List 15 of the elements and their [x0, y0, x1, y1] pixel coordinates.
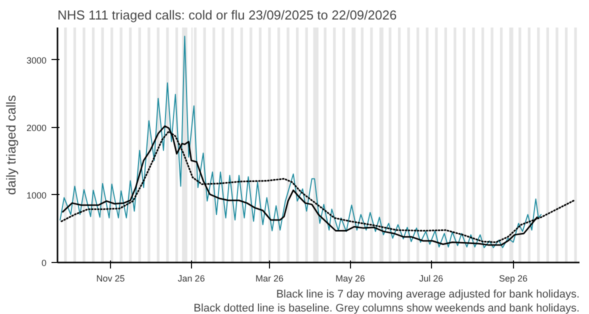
chart-title: NHS 111 triaged calls: cold or flu 23/09/2025 to 22/09/2026 — [58, 8, 397, 22]
line-series — [60, 36, 542, 248]
y-tick-label: 1000 — [26, 190, 47, 200]
x-tick-label: Sep 26 — [498, 274, 528, 284]
y-tick-label: 2000 — [26, 122, 47, 133]
y-tick-label: 0 — [41, 258, 47, 268]
text: Black dotted line is baseline. Grey columns show weekends and bank holidays. — [194, 302, 580, 314]
y-axis-title: daily triaged calls — [3, 94, 18, 195]
x-tick-label: Jan 26 — [178, 274, 205, 284]
x-tick-label: Mar 26 — [255, 274, 284, 284]
text: Black line is 7 day moving average adjusted for bank holidays. — [276, 288, 580, 300]
y-tick-label: 3000 — [26, 55, 47, 66]
x-tick-label: Jul 26 — [419, 274, 444, 284]
x-tick-label: May 26 — [336, 274, 366, 284]
x-tick-label: Nov 25 — [96, 274, 125, 284]
